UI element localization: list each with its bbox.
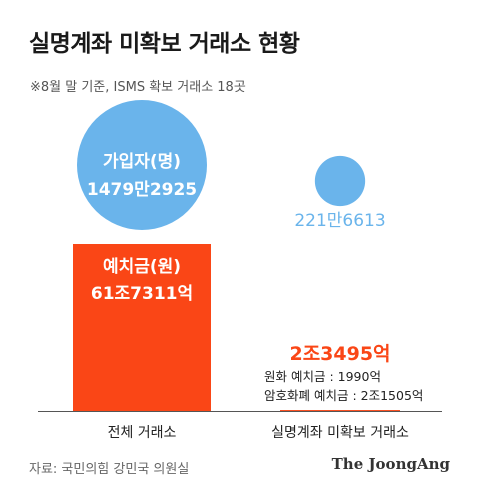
- chart-subtitle: ※8월 말 기준, ISMS 확보 거래소 18곳: [30, 80, 246, 95]
- publisher-logo: The JoongAng: [331, 455, 450, 473]
- deposit-bar: [73, 244, 211, 411]
- deposit-value-label: 61조7311억: [91, 284, 193, 304]
- deposit-value-label: 2조3495억: [289, 343, 390, 365]
- category-label: 전체 거래소: [108, 425, 177, 441]
- users-value-label: 1479만2925: [87, 180, 197, 200]
- users-value-label: 221만6613: [294, 211, 385, 231]
- source-note: 자료: 국민의힘 강민국 의원실: [29, 462, 190, 477]
- users-bubble: [314, 155, 366, 207]
- breakdown-note: 암호화폐 예치금 : 2조1505억: [264, 388, 423, 403]
- category-label: 실명계좌 미확보 거래소: [271, 425, 409, 441]
- deposit-bar: [280, 410, 400, 411]
- users-bubble: [77, 100, 207, 230]
- deposit-series-label: 예치금(원): [103, 257, 181, 277]
- breakdown-note: 원화 예치금 : 1990억: [264, 369, 381, 384]
- chart-title: 실명계좌 미확보 거래소 현황: [29, 31, 300, 57]
- users-series-label: 가입자(명): [103, 152, 181, 172]
